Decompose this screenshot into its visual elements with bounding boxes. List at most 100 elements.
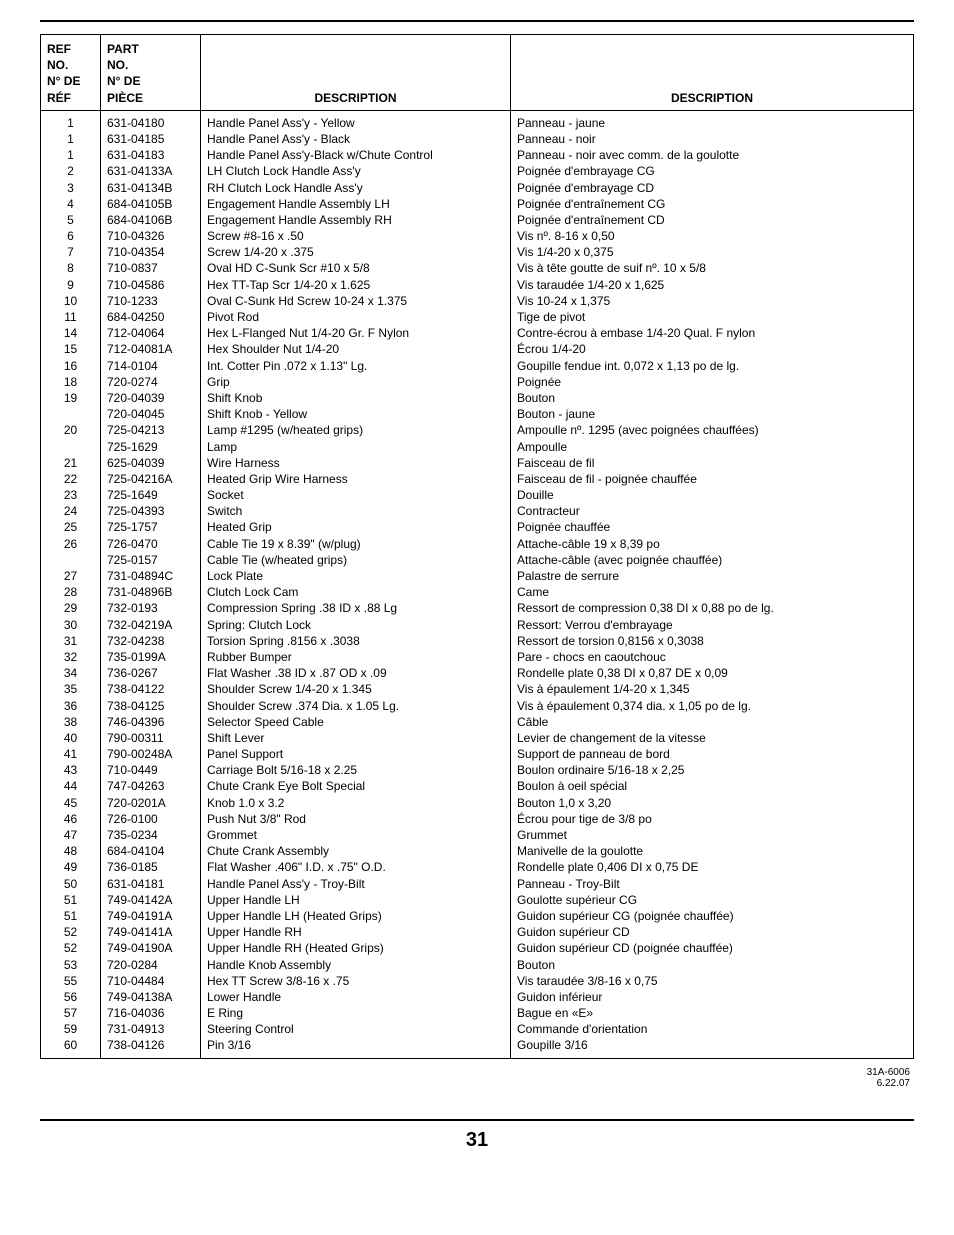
cell-desc-fr: Guidon inférieur — [511, 989, 914, 1005]
cell-ref: 26 — [41, 536, 101, 552]
cell-ref: 22 — [41, 471, 101, 487]
cell-part: 712-04064 — [101, 325, 201, 341]
cell-part: 710-04484 — [101, 973, 201, 989]
table-row: 28731-04896BClutch Lock CamCame — [41, 584, 914, 600]
cell-part: 710-0449 — [101, 762, 201, 778]
cell-desc-en: Cable Tie (w/heated grips) — [201, 552, 511, 568]
cell-desc-fr: Pare - chocs en caoutchouc — [511, 649, 914, 665]
cell-part: 625-04039 — [101, 455, 201, 471]
table-row: 18720-0274GripPoignée — [41, 374, 914, 390]
cell-desc-fr: Poignée d'embrayage CG — [511, 163, 914, 179]
cell-part: 720-0201A — [101, 795, 201, 811]
cell-desc-fr: Attache-câble (avec poignée chauffée) — [511, 552, 914, 568]
cell-ref: 40 — [41, 730, 101, 746]
cell-desc-fr: Poignée d'entraînement CD — [511, 212, 914, 228]
cell-desc-en: Heated Grip — [201, 519, 511, 535]
cell-desc-fr: Poignée chauffée — [511, 519, 914, 535]
cell-ref: 49 — [41, 859, 101, 875]
cell-desc-fr: Tige de pivot — [511, 309, 914, 325]
cell-desc-en: Clutch Lock Cam — [201, 584, 511, 600]
cell-desc-fr: Faisceau de fil — [511, 455, 914, 471]
table-row: 22725-04216AHeated Grip Wire HarnessFais… — [41, 471, 914, 487]
header-desc-fr: DESCRIPTION — [511, 35, 914, 111]
cell-desc-fr: Commande d'orientation — [511, 1021, 914, 1037]
table-row: 35738-04122Shoulder Screw 1/4-20 x 1.345… — [41, 681, 914, 697]
cell-desc-en: Lamp #1295 (w/heated grips) — [201, 422, 511, 438]
cell-part: 725-1649 — [101, 487, 201, 503]
cell-desc-fr: Poignée d'entraînement CG — [511, 196, 914, 212]
table-row: 51749-04142AUpper Handle LHGoulotte supé… — [41, 892, 914, 908]
cell-desc-en: Hex Shoulder Nut 1/4-20 — [201, 341, 511, 357]
footer-code-line1: 31A-6006 — [867, 1067, 910, 1078]
header-part-en-line2: NO. — [107, 58, 128, 72]
cell-part: 720-04039 — [101, 390, 201, 406]
cell-desc-fr: Goulotte supérieur CG — [511, 892, 914, 908]
cell-part: 738-04125 — [101, 698, 201, 714]
table-row: 25725-1757Heated GripPoignée chauffée — [41, 519, 914, 535]
cell-ref: 34 — [41, 665, 101, 681]
cell-part: 749-04138A — [101, 989, 201, 1005]
cell-part: 720-04045 — [101, 406, 201, 422]
cell-part: 725-1757 — [101, 519, 201, 535]
cell-ref: 30 — [41, 617, 101, 633]
cell-ref: 46 — [41, 811, 101, 827]
cell-desc-en: Handle Panel Ass'y-Black w/Chute Control — [201, 147, 511, 163]
cell-desc-fr: Boulon à oeil spécial — [511, 778, 914, 794]
table-row: 36738-04125Shoulder Screw .374 Dia. x 1.… — [41, 698, 914, 714]
cell-desc-fr: Bouton — [511, 390, 914, 406]
table-row: 48684-04104Chute Crank AssemblyManivelle… — [41, 843, 914, 859]
table-row: 47735-0234GrommetGrummet — [41, 827, 914, 843]
table-row: 5684-04106BEngagement Handle Assembly RH… — [41, 212, 914, 228]
cell-desc-fr: Vis nº. 8-16 x 0,50 — [511, 228, 914, 244]
cell-ref: 14 — [41, 325, 101, 341]
table-row: 24725-04393SwitchContracteur — [41, 503, 914, 519]
cell-desc-fr: Ressort: Verrou d'embrayage — [511, 617, 914, 633]
cell-desc-fr: Ampoulle nº. 1295 (avec poignées chauffé… — [511, 422, 914, 438]
cell-desc-en: Lower Handle — [201, 989, 511, 1005]
cell-desc-fr: Guidon supérieur CD — [511, 924, 914, 940]
header-desc-en-label: DESCRIPTION — [314, 91, 396, 105]
cell-part: 749-04142A — [101, 892, 201, 908]
table-row: 51749-04191AUpper Handle LH (Heated Grip… — [41, 908, 914, 924]
cell-ref: 52 — [41, 924, 101, 940]
cell-desc-fr: Contracteur — [511, 503, 914, 519]
cell-ref: 44 — [41, 778, 101, 794]
cell-desc-fr: Rondelle plate 0,406 DI x 0,75 DE — [511, 859, 914, 875]
cell-part: 738-04122 — [101, 681, 201, 697]
header-part-fr-line1: N° DE — [107, 74, 140, 88]
cell-ref: 36 — [41, 698, 101, 714]
cell-desc-en: Int. Cotter Pin .072 x 1.13" Lg. — [201, 358, 511, 374]
table-row: 57716-04036E RingBague en «E» — [41, 1005, 914, 1021]
page-number: 31 — [40, 1129, 914, 1152]
cell-ref: 32 — [41, 649, 101, 665]
cell-desc-en: Push Nut 3/8" Rod — [201, 811, 511, 827]
table-row: 50631-04181Handle Panel Ass'y - Troy-Bil… — [41, 876, 914, 892]
cell-ref: 1 — [41, 131, 101, 147]
cell-desc-en: Heated Grip Wire Harness — [201, 471, 511, 487]
cell-part: 731-04913 — [101, 1021, 201, 1037]
cell-part: 725-04213 — [101, 422, 201, 438]
cell-desc-en: Hex TT-Tap Scr 1/4-20 x 1.625 — [201, 277, 511, 293]
table-row: 59731-04913Steering ControlCommande d'or… — [41, 1021, 914, 1037]
cell-ref: 51 — [41, 892, 101, 908]
table-row: 7710-04354Screw 1/4-20 x .375Vis 1/4-20 … — [41, 244, 914, 260]
table-body: 1631-04180Handle Panel Ass'y - YellowPan… — [41, 110, 914, 1058]
header-ref-en-line1: REF — [47, 42, 71, 56]
cell-part: 684-04250 — [101, 309, 201, 325]
cell-desc-fr: Vis taraudée 1/4-20 x 1,625 — [511, 277, 914, 293]
cell-ref: 19 — [41, 390, 101, 406]
cell-desc-en: Oval C-Sunk Hd Screw 10-24 x 1.375 — [201, 293, 511, 309]
cell-desc-en: Oval HD C-Sunk Scr #10 x 5/8 — [201, 260, 511, 276]
table-row: 31732-04238Torsion Spring .8156 x .3038R… — [41, 633, 914, 649]
cell-desc-fr: Écrou 1/4-20 — [511, 341, 914, 357]
cell-desc-en: Hex TT Screw 3/8-16 x .75 — [201, 973, 511, 989]
cell-part: 720-0284 — [101, 957, 201, 973]
cell-desc-fr: Écrou pour tige de 3/8 po — [511, 811, 914, 827]
cell-desc-fr: Vis à tête goutte de suif nº. 10 x 5/8 — [511, 260, 914, 276]
cell-desc-en: Shift Knob — [201, 390, 511, 406]
footer-code-line2: 6.22.07 — [877, 1078, 910, 1089]
cell-desc-en: Flat Washer .38 ID x .87 OD x .09 — [201, 665, 511, 681]
table-row: 11684-04250Pivot RodTige de pivot — [41, 309, 914, 325]
table-row: 2631-04133ALH Clutch Lock Handle Ass'yPo… — [41, 163, 914, 179]
table-row: 19720-04039Shift KnobBouton — [41, 390, 914, 406]
